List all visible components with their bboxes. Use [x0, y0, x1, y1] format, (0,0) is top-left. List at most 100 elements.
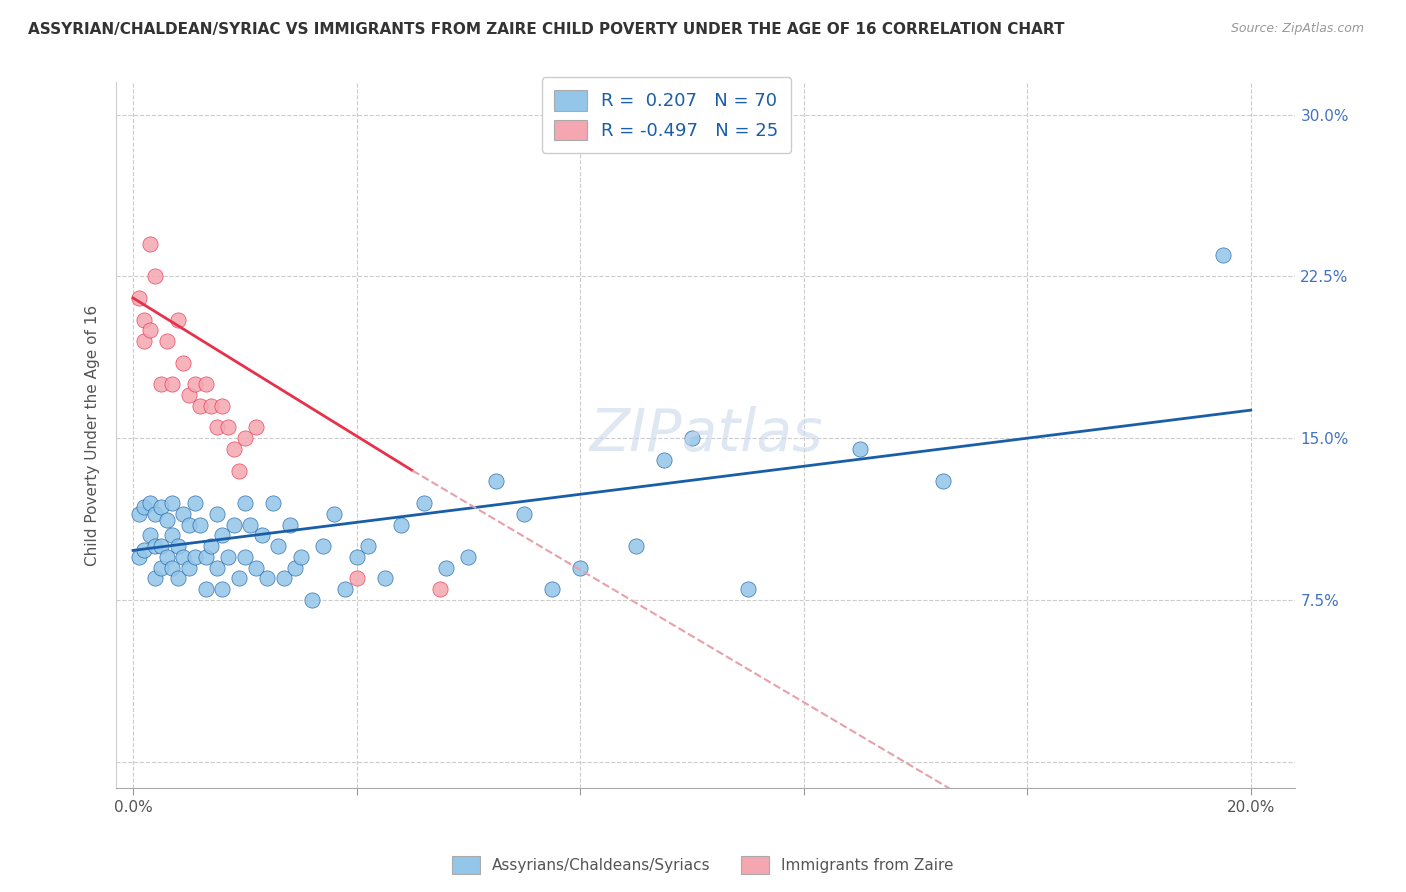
- Point: [652, 452, 675, 467]
- Point: [200, 539, 222, 553]
- Point: [335, 582, 357, 597]
- Point: [233, 431, 256, 445]
- Point: [134, 500, 156, 515]
- Point: [273, 571, 295, 585]
- Point: [373, 571, 395, 585]
- Point: [194, 377, 217, 392]
- Point: [145, 539, 167, 553]
- Point: [205, 560, 228, 574]
- Point: [166, 571, 188, 585]
- Point: [205, 420, 228, 434]
- Point: [569, 560, 592, 574]
- Point: [485, 475, 508, 489]
- Point: [155, 334, 177, 348]
- Point: [412, 496, 434, 510]
- Point: [149, 539, 172, 553]
- Point: [301, 593, 323, 607]
- Point: [139, 237, 162, 252]
- Point: [200, 399, 222, 413]
- Point: [172, 507, 194, 521]
- Point: [429, 582, 451, 597]
- Point: [188, 399, 211, 413]
- Point: [155, 549, 177, 564]
- Point: [513, 507, 536, 521]
- Point: [188, 517, 211, 532]
- Point: [681, 431, 703, 445]
- Point: [278, 517, 301, 532]
- Point: [128, 549, 150, 564]
- Point: [145, 507, 167, 521]
- Point: [434, 560, 457, 574]
- Point: [211, 528, 233, 542]
- Point: [149, 377, 172, 392]
- Point: [160, 560, 183, 574]
- Point: [457, 549, 479, 564]
- Point: [541, 582, 564, 597]
- Point: [267, 539, 290, 553]
- Point: [256, 571, 278, 585]
- Point: [222, 442, 245, 456]
- Point: [160, 496, 183, 510]
- Point: [155, 513, 177, 527]
- Point: [222, 517, 245, 532]
- Point: [183, 549, 205, 564]
- Point: [166, 312, 188, 326]
- Text: Source: ZipAtlas.com: Source: ZipAtlas.com: [1230, 22, 1364, 36]
- Point: [217, 549, 239, 564]
- Legend: R =  0.207   N = 70, R = -0.497   N = 25: R = 0.207 N = 70, R = -0.497 N = 25: [541, 77, 792, 153]
- Point: [172, 549, 194, 564]
- Point: [323, 507, 346, 521]
- Text: ZIPatlas: ZIPatlas: [589, 407, 823, 464]
- Point: [172, 356, 194, 370]
- Point: [346, 549, 368, 564]
- Point: [149, 500, 172, 515]
- Point: [233, 549, 256, 564]
- Point: [160, 528, 183, 542]
- Point: [139, 496, 162, 510]
- Point: [284, 560, 307, 574]
- Point: [149, 560, 172, 574]
- Point: [312, 539, 335, 553]
- Legend: Assyrians/Chaldeans/Syriacs, Immigrants from Zaire: Assyrians/Chaldeans/Syriacs, Immigrants …: [446, 850, 960, 880]
- Point: [134, 334, 156, 348]
- Point: [211, 399, 233, 413]
- Point: [932, 475, 955, 489]
- Point: [228, 571, 250, 585]
- Point: [250, 528, 273, 542]
- Point: [228, 464, 250, 478]
- Y-axis label: Child Poverty Under the Age of 16: Child Poverty Under the Age of 16: [86, 304, 100, 566]
- Point: [183, 377, 205, 392]
- Point: [211, 582, 233, 597]
- Point: [290, 549, 312, 564]
- Point: [145, 269, 167, 284]
- Point: [166, 539, 188, 553]
- Point: [245, 420, 267, 434]
- Point: [624, 539, 647, 553]
- Point: [145, 571, 167, 585]
- Point: [848, 442, 870, 456]
- Point: [357, 539, 380, 553]
- Point: [177, 560, 200, 574]
- Point: [205, 507, 228, 521]
- Point: [262, 496, 284, 510]
- Point: [177, 388, 200, 402]
- Point: [389, 517, 412, 532]
- Point: [194, 582, 217, 597]
- Point: [194, 549, 217, 564]
- Point: [233, 496, 256, 510]
- Text: ASSYRIAN/CHALDEAN/SYRIAC VS IMMIGRANTS FROM ZAIRE CHILD POVERTY UNDER THE AGE OF: ASSYRIAN/CHALDEAN/SYRIAC VS IMMIGRANTS F…: [28, 22, 1064, 37]
- Point: [346, 571, 368, 585]
- Point: [128, 507, 150, 521]
- Point: [737, 582, 759, 597]
- Point: [1212, 248, 1234, 262]
- Point: [183, 496, 205, 510]
- Point: [177, 517, 200, 532]
- Point: [128, 291, 150, 305]
- Point: [217, 420, 239, 434]
- Point: [160, 377, 183, 392]
- Point: [139, 528, 162, 542]
- Point: [239, 517, 262, 532]
- Point: [134, 543, 156, 558]
- Point: [139, 323, 162, 337]
- Point: [134, 312, 156, 326]
